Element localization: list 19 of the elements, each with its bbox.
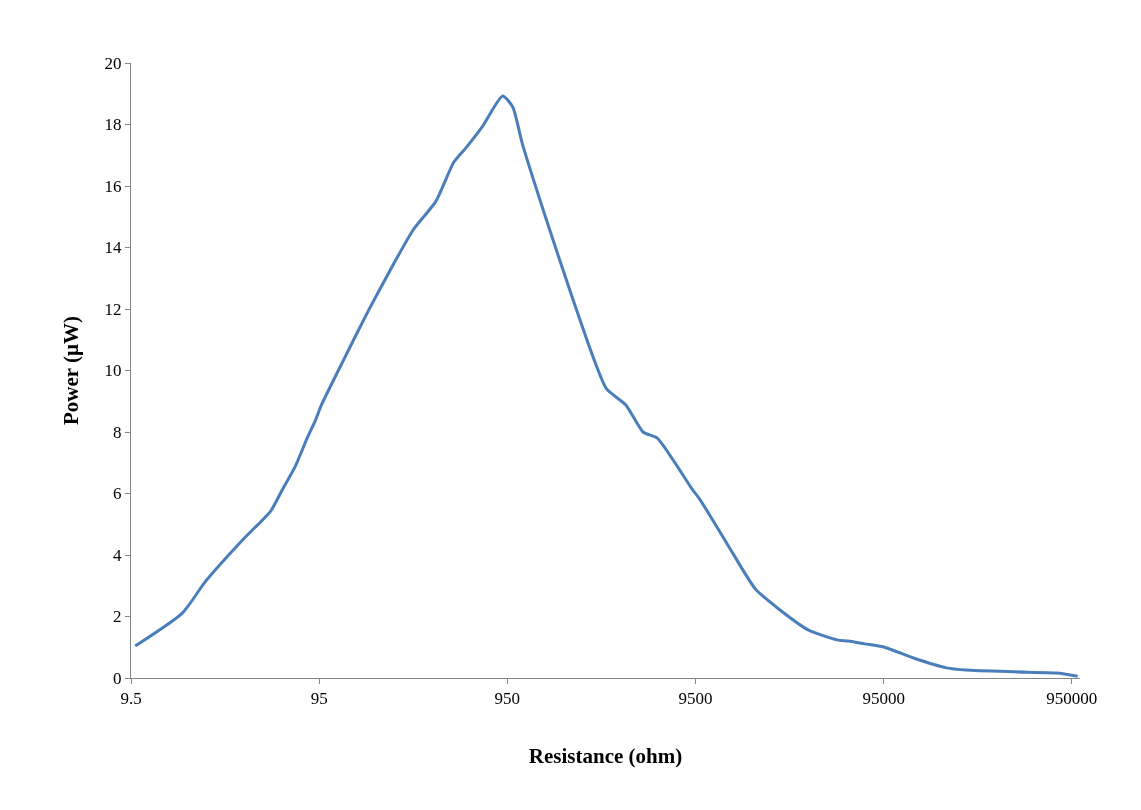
x-tick-label: 950	[494, 689, 521, 709]
y-tick-label: 2	[113, 607, 122, 627]
x-tick-label: 950000	[1046, 689, 1098, 709]
y-tick-label: 18	[104, 115, 122, 135]
y-tick-label: 8	[113, 422, 122, 442]
y-tick-label: 16	[104, 176, 122, 196]
x-tick-label: 9.5	[120, 689, 142, 709]
x-axis-title: Resistance (ohm)	[528, 743, 683, 768]
y-tick-label: 4	[113, 545, 123, 565]
x-tick-label: 95000	[862, 689, 905, 709]
y-tick-label: 14	[104, 238, 123, 258]
x-tick-label: 9500	[678, 689, 713, 709]
x-tick-label: 95	[310, 689, 328, 709]
y-axis-title: Power (µW)	[58, 315, 83, 426]
y-tick-label: 20	[104, 53, 122, 73]
y-tick-label: 10	[104, 361, 122, 381]
y-tick-label: 6	[113, 484, 122, 504]
y-tick-label: 12	[104, 299, 122, 319]
y-tick-label: 0	[113, 668, 122, 688]
